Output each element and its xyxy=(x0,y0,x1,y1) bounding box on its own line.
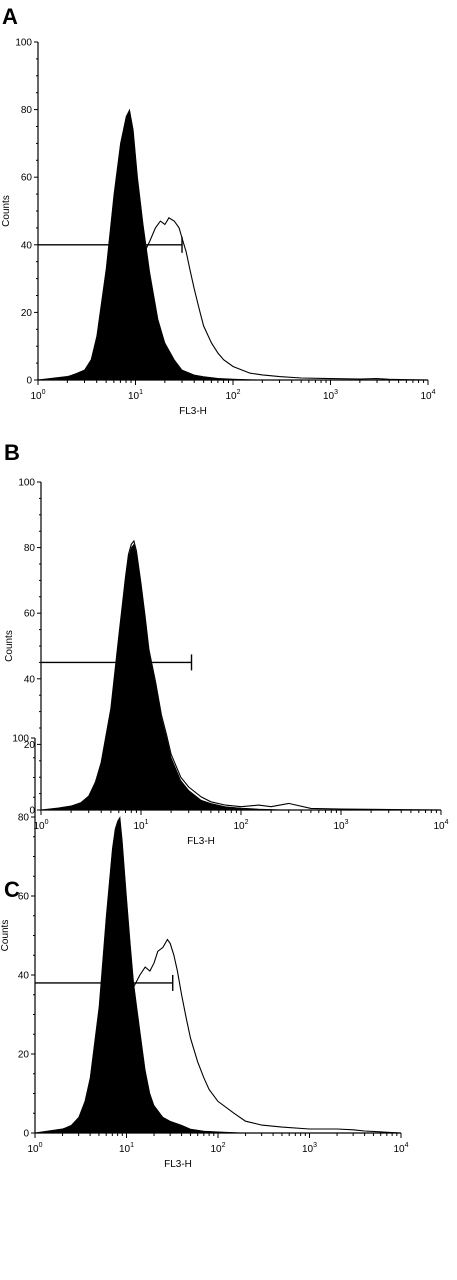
panel-a: A 0 20 40 60 80 100 100 101 102 103 104 FL3-H Counts xyxy=(1,4,436,417)
y-tick-label: 20 xyxy=(24,740,36,751)
y-tick-label: 60 xyxy=(21,173,33,184)
x-tick-label: 101 xyxy=(133,819,148,832)
histogram-outline-series xyxy=(37,217,429,381)
y-tick-label: 80 xyxy=(24,543,36,554)
y-axis-label: Counts xyxy=(0,920,11,952)
y-tick-label: 60 xyxy=(18,892,30,903)
panel-letter: A xyxy=(2,4,18,29)
histogram-filled-series xyxy=(34,816,246,1134)
panel-letter: B xyxy=(4,440,20,465)
y-tick-label: 20 xyxy=(18,1050,30,1061)
y-tick-label: 100 xyxy=(18,478,35,489)
x-tick-label: 102 xyxy=(210,1142,225,1155)
gate-marker xyxy=(35,974,174,991)
histogram-filled-series xyxy=(40,543,289,811)
y-tick-label: 40 xyxy=(24,674,36,685)
y-tick-label: 100 xyxy=(12,734,29,745)
x-tick-label: 102 xyxy=(225,389,240,402)
x-tick-label: 103 xyxy=(323,389,338,402)
histogram-filled-series xyxy=(37,108,263,381)
y-tick-label: 20 xyxy=(21,308,33,319)
x-tick-label: 101 xyxy=(128,389,143,402)
x-tick-label: 103 xyxy=(333,819,348,832)
y-tick-label: 0 xyxy=(23,1129,29,1140)
x-tick-label: 104 xyxy=(433,819,448,832)
panel-letter: C xyxy=(4,877,20,902)
x-axis-label: FL3-H xyxy=(179,406,207,417)
y-tick-label: 40 xyxy=(21,240,33,251)
y-tick-label: 60 xyxy=(24,609,36,620)
x-tick-label: 100 xyxy=(30,389,45,402)
x-axis-label: FL3-H xyxy=(164,1159,192,1170)
y-tick-label: 80 xyxy=(21,105,33,116)
histogram-outline-series xyxy=(40,539,442,811)
x-tick-label: 104 xyxy=(420,389,435,402)
x-tick-label: 103 xyxy=(302,1142,317,1155)
y-tick-label: 80 xyxy=(18,813,30,824)
x-tick-label: 100 xyxy=(27,1142,42,1155)
gate-marker xyxy=(38,236,183,253)
y-tick-label: 100 xyxy=(15,38,32,49)
gate-marker xyxy=(41,654,193,671)
x-tick-label: 102 xyxy=(233,819,248,832)
y-tick-label: 40 xyxy=(18,971,30,982)
y-tick-label: 0 xyxy=(26,376,32,387)
x-tick-label: 100 xyxy=(33,819,48,832)
y-axis-label: Counts xyxy=(1,195,12,227)
x-tick-label: 101 xyxy=(119,1142,134,1155)
x-tick-label: 104 xyxy=(393,1142,408,1155)
y-axis-label: Counts xyxy=(4,630,15,662)
y-tick-label: 0 xyxy=(29,806,35,817)
histogram-outline-series xyxy=(34,938,402,1134)
x-axis-label: FL3-H xyxy=(187,836,215,847)
